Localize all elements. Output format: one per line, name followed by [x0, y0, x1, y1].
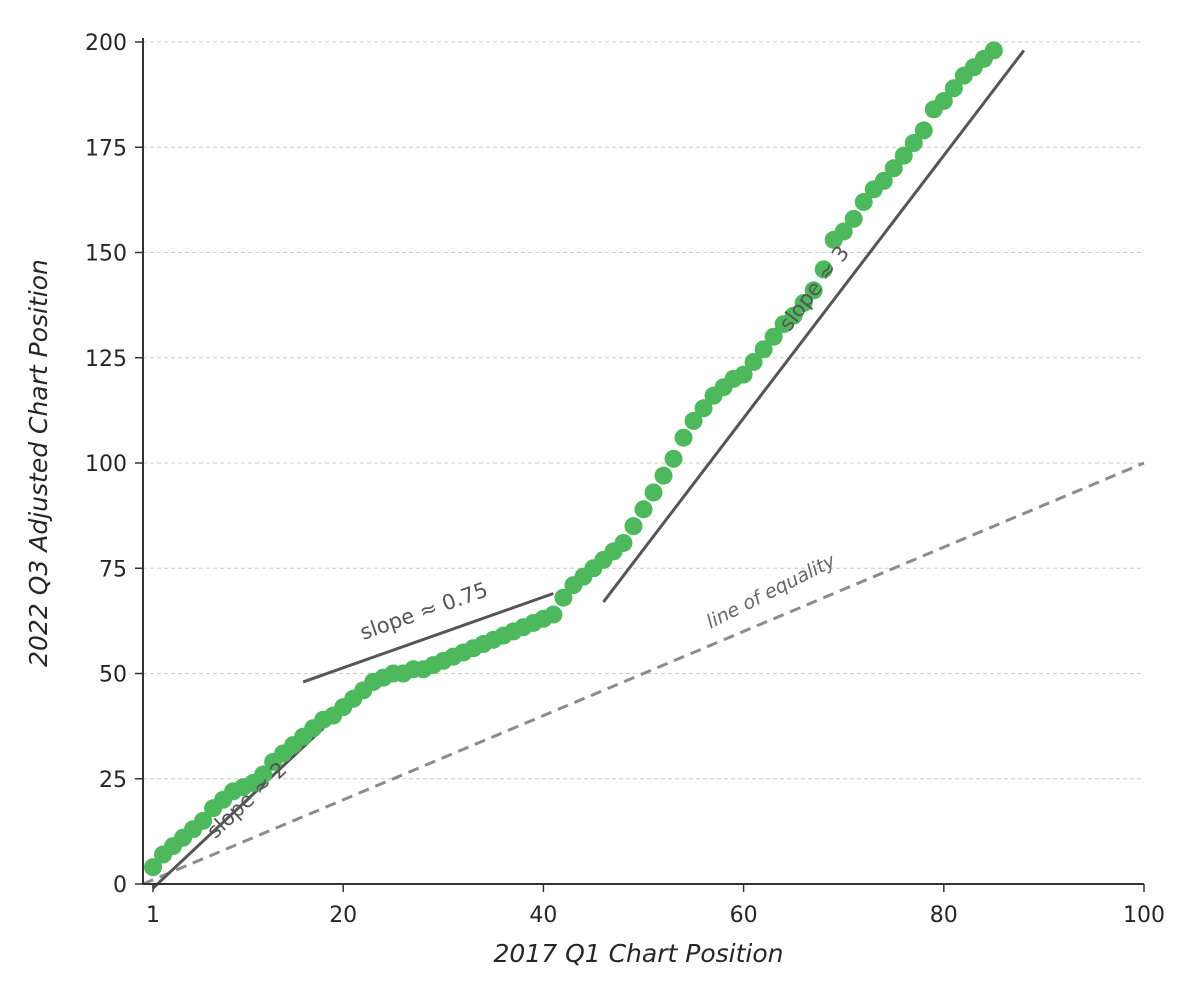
data-point — [934, 91, 953, 110]
data-point — [794, 294, 813, 313]
y-tick-label: 175 — [85, 136, 127, 161]
data-point — [674, 428, 693, 447]
x-tick-label: 100 — [1123, 903, 1165, 928]
y-tick-label: 0 — [113, 873, 127, 898]
x-tick-label: 20 — [329, 903, 357, 928]
data-point — [734, 365, 753, 384]
fit-line — [151, 727, 325, 890]
data-point — [884, 159, 903, 178]
data-point — [644, 483, 663, 502]
data-point — [694, 399, 713, 418]
y-tick-label: 25 — [99, 768, 127, 793]
data-point — [874, 171, 893, 190]
data-point — [944, 79, 963, 98]
equality-label: line of equality — [703, 550, 840, 634]
data-point — [814, 260, 833, 279]
data-points — [144, 41, 1003, 877]
x-tick-label: 1 — [146, 903, 160, 928]
y-tick-label: 75 — [99, 557, 127, 582]
x-tick-label: 40 — [529, 903, 557, 928]
fit-line — [302, 592, 554, 684]
x-tick-label: 60 — [730, 903, 758, 928]
axes — [142, 38, 1144, 885]
y-tick-label: 100 — [85, 452, 127, 477]
data-point — [984, 41, 1003, 60]
y-axis-title: 2022 Q3 Adjusted Chart Position — [24, 259, 53, 667]
y-tick-label: 200 — [85, 31, 127, 56]
data-point — [254, 765, 273, 784]
data-point — [754, 340, 773, 359]
fit-line-label: slope ≈ 0.75 — [357, 578, 491, 645]
data-point — [554, 588, 573, 607]
fit-line — [602, 49, 1026, 603]
data-point — [144, 858, 163, 877]
y-tick-label: 150 — [85, 242, 127, 267]
data-point — [764, 327, 783, 346]
fit-lines — [151, 49, 1026, 890]
data-point — [914, 121, 933, 140]
equality-line — [142, 461, 1145, 886]
y-tick-label: 50 — [99, 663, 127, 688]
data-point — [684, 411, 703, 430]
x-tick-label: 80 — [930, 903, 958, 928]
data-point — [804, 281, 823, 300]
data-point — [904, 134, 923, 153]
data-point — [834, 222, 853, 241]
y-tick-label: 125 — [85, 347, 127, 372]
x-axis-title: 2017 Q1 Chart Position — [494, 939, 784, 968]
data-point — [614, 533, 633, 552]
data-point — [654, 466, 673, 485]
data-point — [634, 500, 653, 519]
data-point — [664, 449, 683, 468]
grid-lines — [143, 41, 1144, 780]
data-point — [784, 306, 803, 325]
data-point — [744, 352, 763, 371]
data-point — [894, 146, 913, 165]
data-point — [854, 192, 873, 211]
line-of-equality — [142, 461, 1145, 886]
data-point — [544, 605, 563, 624]
data-point — [194, 811, 213, 830]
data-point — [844, 209, 863, 228]
data-point — [624, 517, 643, 536]
